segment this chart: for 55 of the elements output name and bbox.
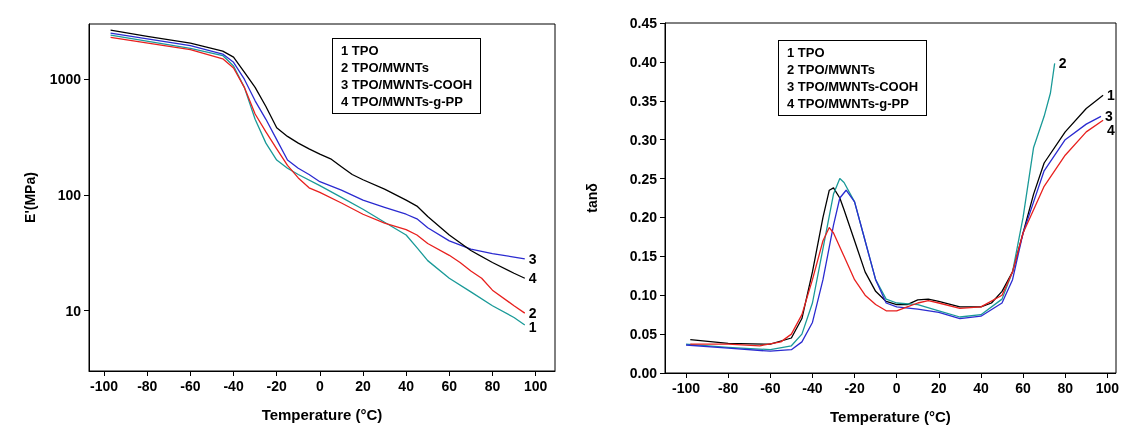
annotation: 3 TPO/MWNTs-COOH — [787, 78, 919, 95]
series-label: 2 — [1058, 55, 1067, 72]
annotation: 3 TPO/MWNTs-COOH — [341, 76, 473, 93]
annotation: 1 TPO — [787, 44, 826, 61]
x-axis-title: Temperature (°C) — [261, 406, 383, 423]
series-label: 1 — [528, 319, 537, 336]
annotation: 2 TPO/MWNTs — [787, 61, 876, 78]
y-tick-label: 0.30 — [629, 131, 658, 148]
series-label: 4 — [528, 270, 537, 287]
x-tick-label: -20 — [266, 378, 288, 394]
x-tick-label: 0 — [315, 378, 324, 394]
x-tick-label: 60 — [441, 378, 458, 394]
y-axis-title: E'(MPa) — [22, 172, 38, 223]
annotation: 4 TPO/MWNTs-g-PP — [787, 95, 910, 112]
y-tick-label: 0.40 — [629, 53, 658, 70]
y-tick-label: 0.25 — [629, 170, 658, 187]
y-axis-title: tanδ — [584, 183, 600, 213]
y-tick-label: 0.20 — [629, 209, 658, 226]
x-tick-label: 100 — [1095, 380, 1120, 396]
x-tick-label: 80 — [1057, 380, 1074, 396]
x-tick-label: -60 — [760, 380, 781, 396]
x-tick-label: -100 — [672, 380, 701, 396]
x-tick-label: 0 — [892, 380, 901, 396]
x-tick-label: -20 — [844, 380, 865, 396]
x-axis-title: Temperature (°C) — [830, 408, 951, 425]
annotation: 4 TPO/MWNTs-g-PP — [341, 93, 464, 110]
series-label: 4 — [1107, 122, 1116, 139]
annotation: 1 TPO — [341, 42, 380, 59]
x-tick-label: 20 — [931, 380, 947, 396]
y-tick-label: 0.15 — [629, 248, 658, 265]
y-tick-label: 100 — [57, 186, 82, 203]
y-tick-label: 1000 — [49, 71, 82, 88]
x-tick-label: -40 — [802, 380, 823, 396]
x-tick-label: -80 — [137, 378, 158, 394]
series-label: 3 — [1105, 108, 1113, 125]
series-label: 1 — [1107, 87, 1116, 104]
x-tick-label: 60 — [1015, 380, 1032, 396]
annotation: 2 TPO/MWNTs — [341, 59, 430, 76]
x-tick-label: 80 — [484, 378, 501, 394]
x-tick-label: 40 — [973, 380, 989, 396]
y-tick-label: 10 — [65, 302, 82, 319]
y-tick-label: 0.35 — [629, 92, 658, 109]
y-tick-label: 0.00 — [629, 365, 658, 381]
y-tick-label: 0.05 — [629, 326, 658, 343]
x-tick-label: -40 — [223, 378, 244, 394]
x-tick-label: 100 — [523, 378, 548, 394]
x-tick-label: -100 — [90, 378, 119, 394]
x-tick-label: 40 — [398, 378, 415, 394]
y-tick-label: 0.45 — [629, 15, 658, 31]
x-tick-label: 20 — [355, 378, 371, 394]
x-tick-label: -80 — [718, 380, 739, 396]
series-label: 2 — [528, 305, 537, 322]
y-tick-label: 0.10 — [629, 287, 658, 304]
x-tick-label: -60 — [180, 378, 201, 394]
series-label: 3 — [528, 250, 537, 267]
